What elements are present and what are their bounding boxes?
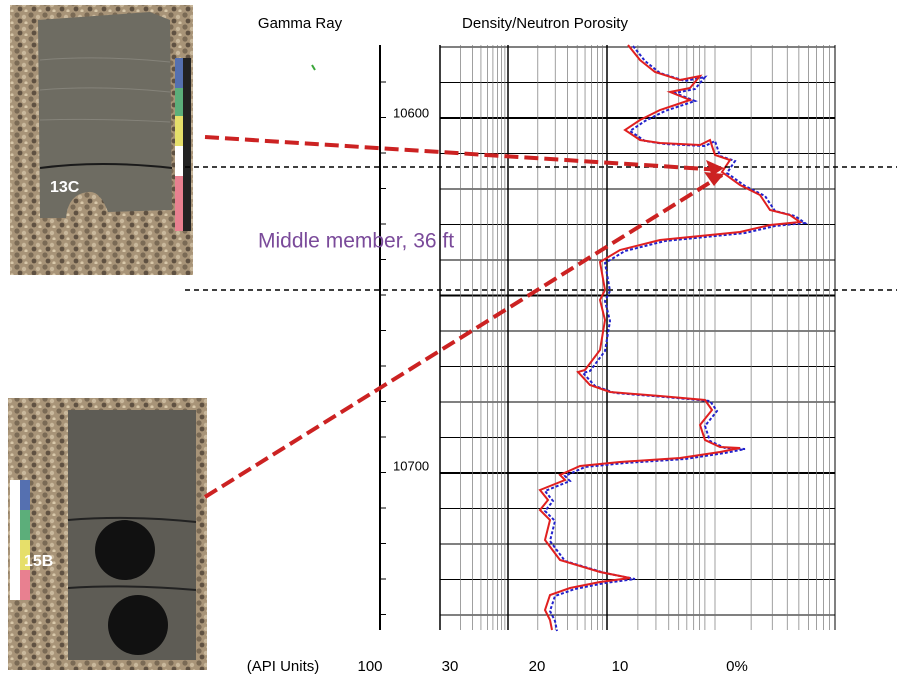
gamma-ray-curve xyxy=(312,65,315,70)
gamma-ray-track xyxy=(380,45,386,630)
track-title: Gamma Ray xyxy=(258,15,343,32)
scale-bar xyxy=(10,480,30,600)
core-label: 13C xyxy=(50,179,80,196)
core-photo-bottom: 15B xyxy=(8,398,207,670)
depth-label: 10600 xyxy=(393,105,429,120)
annotation: Middle member, 36 ft xyxy=(258,230,454,253)
axis-label: 30 xyxy=(442,658,459,675)
axis-unit: (API Units) xyxy=(247,658,320,675)
scale-bar xyxy=(175,58,191,231)
track-title: Density/Neutron Porosity xyxy=(462,15,628,32)
correlation-arrow xyxy=(205,175,722,497)
core-label: 15B xyxy=(24,553,53,570)
axis-label: 20 xyxy=(529,658,546,675)
density-curve xyxy=(540,45,800,630)
depth-label: 10700 xyxy=(393,458,429,473)
porosity-grid xyxy=(440,45,835,630)
figure: 13C 15B Gamma Ray Density/Neutron Porosi… xyxy=(0,0,897,682)
axis-label: 10 xyxy=(612,658,629,675)
neutron-curve xyxy=(545,46,805,631)
core-photo-top: 13C xyxy=(10,5,193,275)
axis-label: 0% xyxy=(726,658,748,675)
axis-label: 100 xyxy=(357,658,382,675)
